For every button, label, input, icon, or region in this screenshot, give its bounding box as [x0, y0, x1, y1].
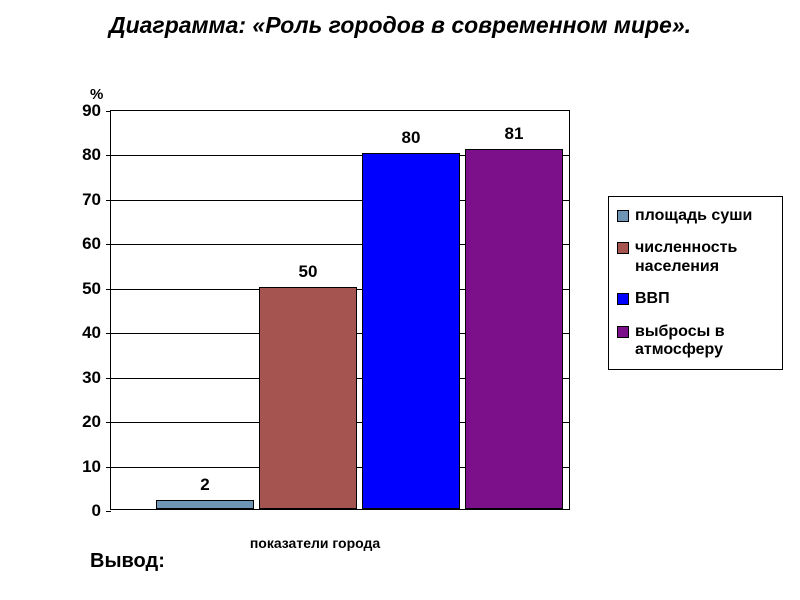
y-tick-label: 10: [61, 457, 101, 477]
x-axis-label: показатели города: [215, 535, 415, 551]
plot-area: 01020304050607080902508081: [110, 110, 570, 510]
legend-swatch: [617, 210, 629, 222]
bar: [156, 500, 254, 509]
bar-value-label: 80: [361, 128, 461, 148]
y-tick-mark: [106, 111, 111, 112]
y-tick-mark: [106, 244, 111, 245]
legend-label: площадь суши: [635, 207, 752, 225]
footer-label: Вывод:: [90, 550, 165, 573]
y-tick-label: 80: [61, 145, 101, 165]
legend-item: выбросы в атмосферу: [617, 323, 774, 360]
bar-value-label: 2: [155, 475, 255, 495]
legend: площадь суши численность населения ВВП выбр…: [608, 196, 783, 370]
legend-label: ВВП: [635, 290, 670, 308]
y-tick-label: 90: [61, 101, 101, 121]
y-tick-mark: [106, 289, 111, 290]
bar: [259, 287, 357, 509]
legend-label: выбросы в атмосферу: [635, 323, 770, 360]
chart-title: Диаграмма: «Роль городов в современном м…: [0, 0, 800, 40]
y-tick-mark: [106, 422, 111, 423]
y-tick-label: 40: [61, 323, 101, 343]
bar-value-label: 50: [258, 262, 358, 282]
legend-swatch: [617, 242, 629, 254]
bar-value-label: 81: [464, 124, 564, 144]
legend-swatch: [617, 326, 629, 338]
y-tick-label: 50: [61, 279, 101, 299]
y-tick-mark: [106, 378, 111, 379]
bar: [362, 153, 460, 509]
y-tick-mark: [106, 467, 111, 468]
legend-item: площадь суши: [617, 207, 774, 225]
y-tick-mark: [106, 200, 111, 201]
legend-label: численность населения: [635, 239, 770, 276]
y-tick-label: 20: [61, 412, 101, 432]
y-tick-label: 0: [61, 501, 101, 521]
y-tick-mark: [106, 155, 111, 156]
legend-swatch: [617, 293, 629, 305]
y-tick-mark: [106, 333, 111, 334]
legend-item: численность населения: [617, 239, 774, 276]
y-tick-label: 30: [61, 368, 101, 388]
legend-item: ВВП: [617, 290, 774, 308]
bar: [465, 149, 563, 509]
chart-area: 01020304050607080902508081: [70, 110, 590, 530]
y-tick-label: 60: [61, 234, 101, 254]
y-tick-label: 70: [61, 190, 101, 210]
y-tick-mark: [106, 511, 111, 512]
